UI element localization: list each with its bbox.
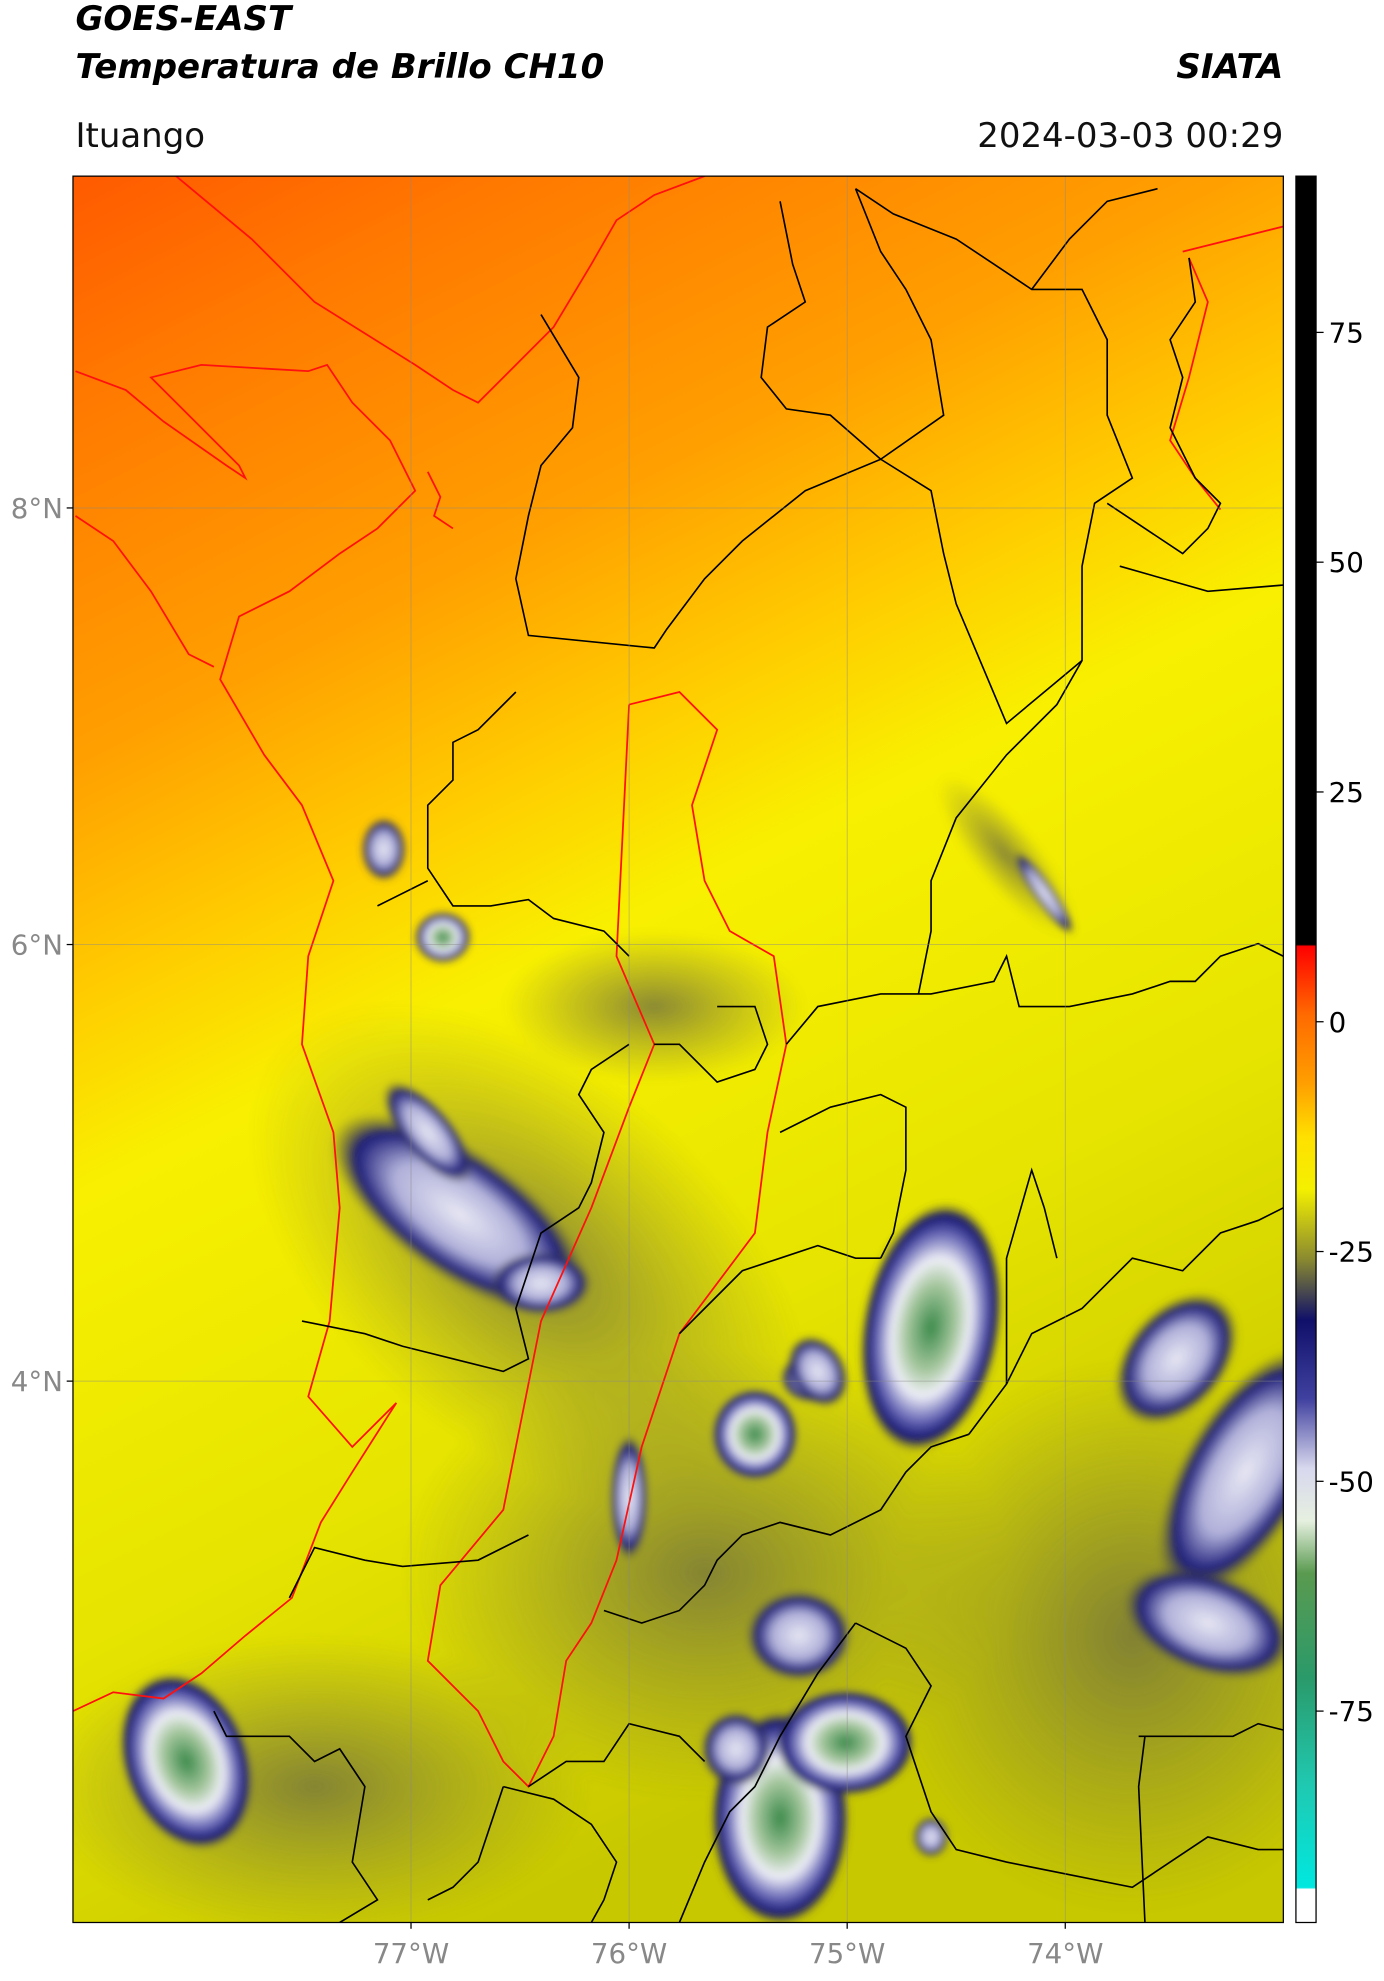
map-frame <box>72 175 1284 1924</box>
x-tick-label: 76°W <box>591 1937 667 1970</box>
y-tick-label: 6°N <box>11 929 63 962</box>
colorbar-tick-label: 25 <box>1329 776 1364 809</box>
title: GOES-EAST <box>75 0 293 39</box>
colorbar <box>1295 175 1317 1924</box>
map-imagery <box>72 176 1284 1923</box>
grid <box>66 176 1284 1929</box>
colorbar-tick-label: -25 <box>1329 1236 1374 1269</box>
colorbar-tick-label: 50 <box>1329 546 1364 579</box>
x-tick-label: 75°W <box>809 1937 885 1970</box>
coastline <box>72 176 1284 1789</box>
location: Ituango <box>75 116 205 156</box>
timestamp: 2024-03-03 00:29 <box>977 116 1283 156</box>
colorbar-tick-label: 75 <box>1329 316 1364 349</box>
x-tick-label: 77°W <box>373 1937 449 1970</box>
colorbar-tick-label: 0 <box>1329 1006 1347 1039</box>
y-tick-label: 8°N <box>11 492 63 525</box>
x-tick-label: 74°W <box>1027 1937 1103 1970</box>
colorbar-tick-label: -75 <box>1329 1695 1374 1728</box>
colorbar-tick-label: -50 <box>1329 1465 1374 1498</box>
y-tick-label: 4°N <box>11 1365 63 1398</box>
agency: SIATA <box>1176 47 1283 87</box>
borders <box>213 187 1284 1923</box>
subtitle: Temperatura de Brillo CH10 <box>75 47 604 87</box>
